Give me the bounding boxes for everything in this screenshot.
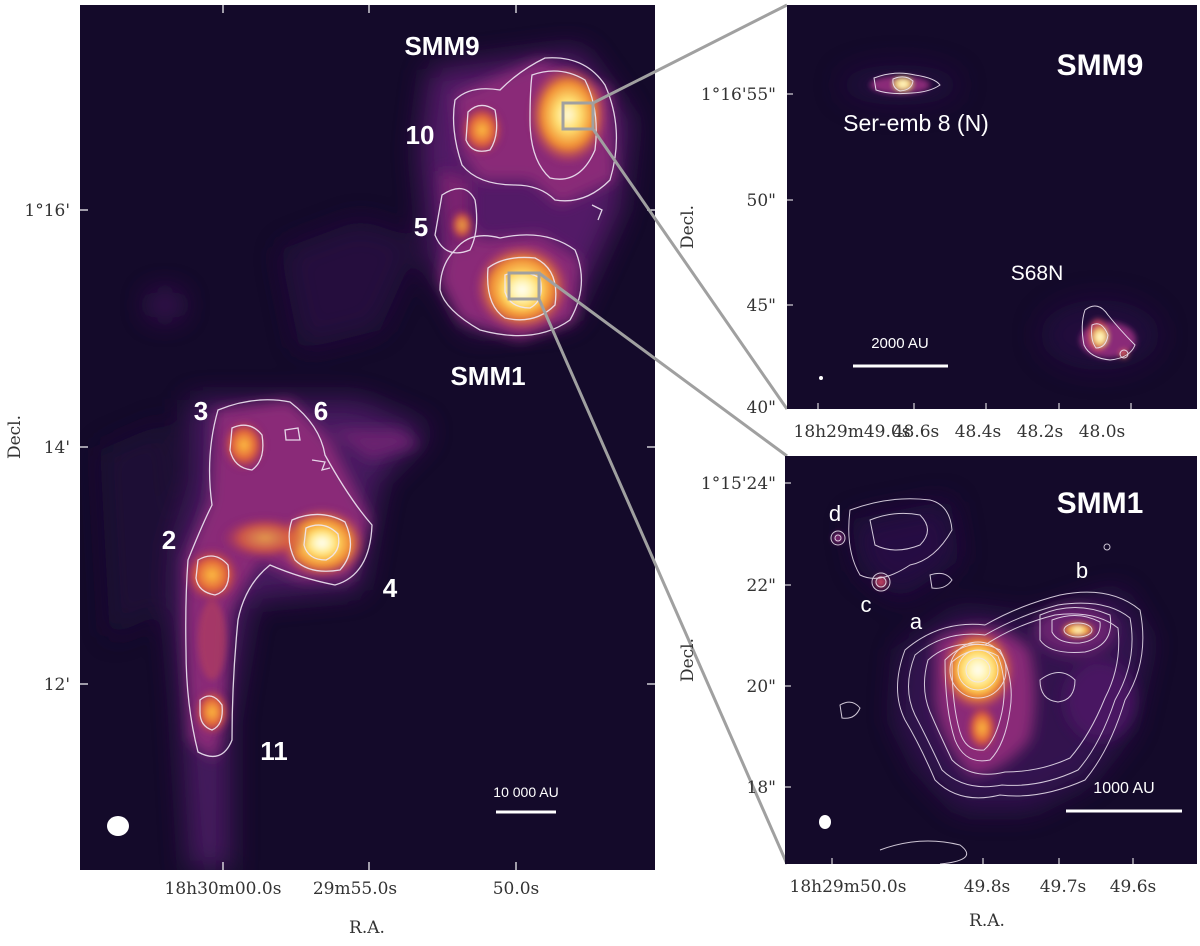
- main-emission-map: 10 000 AU SMM9 SMM1 10 5 3 6 2 4 11: [100, 31, 630, 870]
- smm1-beam: [819, 815, 831, 829]
- smm9-y-tick-2: 45": [747, 296, 776, 316]
- smm1-x-tick-1: 49.8s: [964, 877, 1011, 897]
- smm1-scale-bar-label: 1000 AU: [1093, 780, 1154, 797]
- main-ticks: [80, 5, 655, 870]
- smm9-zoom-box: [561, 101, 595, 131]
- smm1-label-b: b: [1076, 558, 1088, 583]
- smm9-emission-map: 2000 AU SMM9 Ser-emb 8 (N) S68N: [819, 49, 1160, 380]
- smm9-y-tick-3: 40": [747, 398, 776, 418]
- main-x-axis-label: R.A.: [349, 918, 385, 938]
- source-label-6: 6: [314, 396, 328, 426]
- smm9-y-axis-label: Decl.: [678, 205, 698, 249]
- source-label-2: 2: [162, 525, 176, 555]
- smm1-y-axis-label: Decl.: [678, 638, 698, 682]
- smm9-label-ser-emb8: Ser-emb 8 (N): [843, 110, 989, 136]
- main-label-smm1: SMM1: [450, 361, 525, 391]
- smm1-emission-map: 1000 AU SMM1 a b c d: [819, 487, 1182, 864]
- smm1-y-tick-3: 18": [747, 778, 776, 798]
- main-scale-bar-label: 10 000 AU: [493, 784, 558, 800]
- main-panel: 10 000 AU SMM9 SMM1 10 5 3 6 2 4 11 18h3…: [5, 5, 655, 938]
- smm9-y-tick-1: 50": [747, 191, 776, 211]
- main-x-tick-2: 50.0s: [493, 879, 540, 899]
- smm1-label-d: d: [829, 501, 841, 526]
- smm9-x-tick-2: 48.4s: [955, 422, 1002, 442]
- smm9-x-tick-1: 48.6s: [893, 422, 940, 442]
- smm1-x-tick-3: 49.6s: [1110, 877, 1157, 897]
- smm9-x-tick-0: 18h29m49.0s: [794, 422, 911, 442]
- smm9-x-tick-3: 48.2s: [1017, 422, 1064, 442]
- main-x-tick-1: 29m55.0s: [313, 879, 397, 899]
- smm9-panel-title: SMM9: [1057, 49, 1144, 82]
- smm1-x-tick-0: 18h29m50.0s: [790, 877, 907, 897]
- source-label-4: 4: [383, 573, 398, 603]
- smm1-x-tick-2: 49.7s: [1040, 877, 1087, 897]
- smm1-zoom-box: [507, 271, 541, 301]
- smm9-y-tick-0: 1°16'55": [701, 85, 776, 105]
- zoom-connectors: [537, 3, 789, 865]
- main-x-tick-0: 18h30m00.0s: [165, 879, 282, 899]
- smm9-panel: 2000 AU SMM9 Ser-emb 8 (N) S68N 18h29m49…: [678, 5, 1197, 442]
- smm1-label-a: a: [910, 609, 923, 634]
- main-beam: [107, 816, 129, 836]
- main-y-axis-label: Decl.: [5, 415, 25, 459]
- smm1-y-tick-1: 22": [747, 576, 776, 596]
- smm1-contours: [830, 498, 1144, 864]
- smm1-y-tick-2: 20": [747, 677, 776, 697]
- main-y-tick-0: 1°16': [24, 201, 70, 221]
- smm1-ticks: [785, 482, 1134, 864]
- smm1-x-axis-label: R.A.: [969, 911, 1005, 931]
- source-label-5: 5: [414, 212, 428, 242]
- main-y-tick-2: 12': [44, 675, 70, 695]
- main-y-tick-1: 14': [44, 438, 70, 458]
- source-label-3: 3: [194, 396, 208, 426]
- smm1-label-c: c: [861, 592, 872, 617]
- source-label-11: 11: [260, 736, 288, 766]
- main-contours: [185, 57, 618, 758]
- source-label-10: 10: [406, 120, 435, 150]
- smm9-x-tick-4: 48.0s: [1079, 422, 1126, 442]
- smm1-y-tick-0: 1°15'24": [701, 474, 776, 494]
- smm9-scale-bar-label: 2000 AU: [871, 335, 929, 352]
- main-label-smm9: SMM9: [404, 31, 479, 61]
- smm9-ticks: [787, 93, 1132, 409]
- smm9-contours: [873, 72, 1136, 361]
- smm1-panel: 1000 AU SMM1 a b c d 18h29m50.0s 49.8s 4…: [678, 456, 1197, 931]
- smm1-panel-title: SMM1: [1057, 487, 1144, 520]
- smm9-label-s68n: S68N: [1011, 262, 1064, 285]
